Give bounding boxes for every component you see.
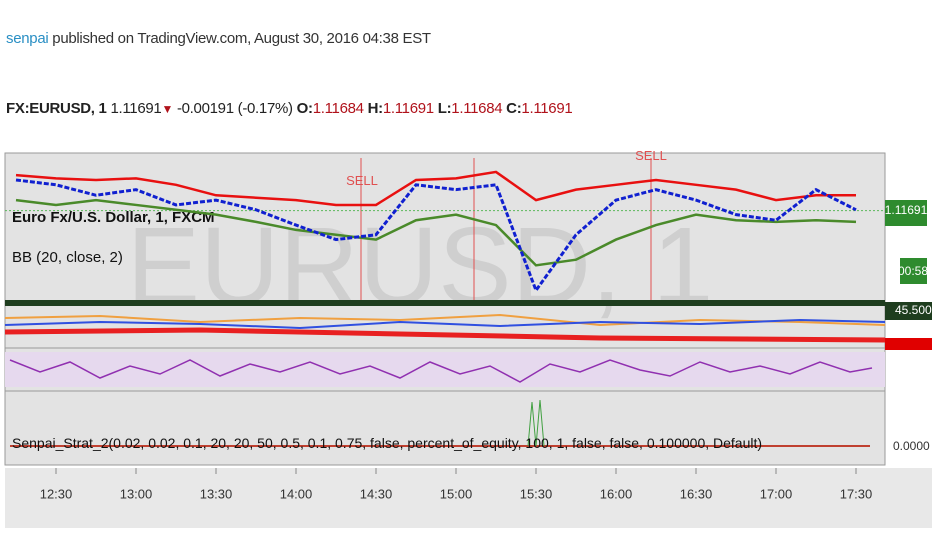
signal-label: SELL <box>635 148 667 163</box>
high-label: H: <box>367 100 384 117</box>
watermark: EURUSD, 1 <box>127 205 714 328</box>
x-tick-label: 13:00 <box>120 486 153 501</box>
equity-spike <box>527 399 545 447</box>
series-legend: Euro Fx/U.S. Dollar, 1, FXCM <box>12 209 215 226</box>
down-arrow: ▼ <box>161 102 174 116</box>
x-tick-label: 17:00 <box>760 486 793 501</box>
indicator-tag <box>885 338 932 350</box>
time-axis-bg <box>5 468 932 528</box>
symbol-line: FX:EURUSD, 1 1.11691▼ -0.00191 (-0.17%) … <box>6 100 573 117</box>
x-tick-label: 15:30 <box>520 486 553 501</box>
x-tick-label: 14:30 <box>360 486 393 501</box>
series-line <box>15 178 857 294</box>
x-tick-label: 17:30 <box>840 486 873 501</box>
oscillator-band <box>5 352 885 387</box>
open-label: O: <box>296 100 313 117</box>
indicator-line <box>4 318 886 330</box>
x-tick-label: 14:00 <box>280 486 313 501</box>
timer-tag <box>900 258 927 284</box>
signal-label: SELL <box>346 173 378 188</box>
high-value: 1.11691 <box>382 100 434 117</box>
x-tick-label: 15:00 <box>440 486 473 501</box>
open-value: 1.11684 <box>312 100 364 117</box>
equity-value: 0.0000 <box>893 439 930 453</box>
publish-line: senpai published on TradingView.com, Aug… <box>6 30 431 47</box>
x-tick-label: 12:30 <box>40 486 73 501</box>
close-label: C: <box>506 100 522 117</box>
indicator-line <box>4 327 886 343</box>
bar-timer: 00:58 <box>898 264 928 278</box>
change: -0.00191 (-0.17%) <box>176 100 293 117</box>
series-line <box>15 198 857 267</box>
low-label: L: <box>437 100 452 117</box>
symbol: FX:EURUSD, 1 <box>6 100 107 117</box>
last-price: 1.11691 <box>110 100 162 117</box>
indicator-tag <box>885 302 932 320</box>
indicator-legend: BB (20, close, 2) <box>12 249 123 266</box>
chart-area <box>4 152 886 466</box>
close-value: 1.11691 <box>521 100 573 117</box>
publish-info: published on TradingView.com, August 30,… <box>48 30 431 47</box>
series-line <box>15 170 856 207</box>
oscillator-line <box>9 359 873 383</box>
pane-separator <box>5 300 885 306</box>
x-tick-label: 16:30 <box>680 486 713 501</box>
strategy-legend: Senpai_Strat_2(0.02, 0.02, 0.1, 20, 20, … <box>12 435 762 451</box>
price-tag <box>885 200 927 226</box>
low-value: 1.11684 <box>451 100 503 117</box>
x-tick-label: 13:30 <box>200 486 233 501</box>
y-tick-label: 1.11691 <box>885 203 928 217</box>
x-tick-label: 16:00 <box>600 486 633 501</box>
author[interactable]: senpai <box>6 30 49 47</box>
